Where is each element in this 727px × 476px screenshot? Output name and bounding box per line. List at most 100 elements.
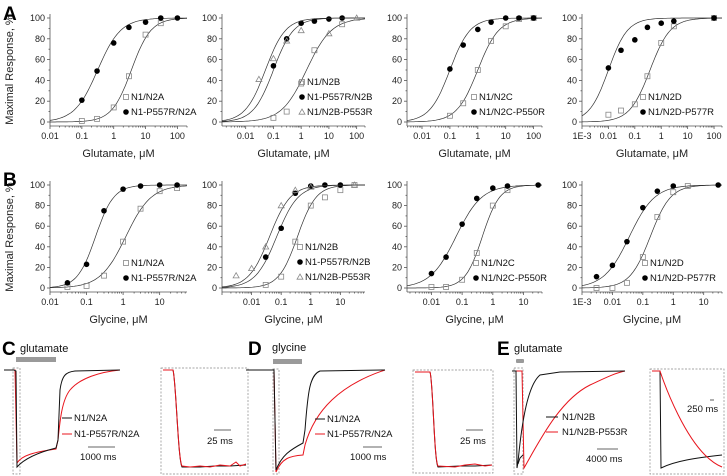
data-point bbox=[460, 100, 467, 107]
fit-curve bbox=[581, 17, 722, 117]
y-tick-label: 40 bbox=[567, 242, 577, 252]
data-point bbox=[654, 214, 661, 220]
data-point bbox=[126, 24, 132, 31]
y-tick-label: 40 bbox=[392, 75, 402, 85]
data-point bbox=[339, 21, 346, 28]
wildtype-trace bbox=[246, 369, 386, 471]
dose-response-chart: 0 20 40 60 80 100 0.01 0.1 1 10 100 Glutamate, μM N1… bbox=[387, 13, 545, 160]
legend-label: N1/N2B-P553R bbox=[305, 272, 371, 283]
x-tick-label: 100 bbox=[349, 131, 364, 141]
y-tick-label: 60 bbox=[567, 55, 577, 65]
data-point bbox=[446, 112, 453, 119]
y-tick-label: 20 bbox=[392, 262, 402, 272]
data-point bbox=[644, 24, 651, 31]
y-tick-label: 20 bbox=[35, 262, 45, 272]
panel-letter-c: C bbox=[2, 339, 16, 360]
fit-curve bbox=[582, 184, 722, 289]
panel-letter-b: B bbox=[3, 170, 17, 191]
legend-label: N1-P557R/N2A bbox=[131, 273, 197, 284]
x-tick-label: 10 bbox=[335, 297, 345, 307]
data-point bbox=[262, 282, 269, 288]
data-point bbox=[126, 73, 132, 80]
legend-marker bbox=[296, 273, 304, 280]
data-point bbox=[269, 54, 278, 62]
y-axis-label-b: Maximal Response, % bbox=[4, 182, 16, 292]
legend-label: N1/N2D-P577R bbox=[650, 273, 716, 284]
data-point bbox=[174, 15, 181, 21]
data-point bbox=[535, 182, 541, 188]
data-point bbox=[298, 20, 304, 27]
wildtype-trace bbox=[4, 369, 121, 469]
data-point bbox=[640, 204, 646, 211]
x-tick-label: 100 bbox=[526, 131, 541, 141]
mutant-trace bbox=[246, 369, 386, 473]
panel-letter-e: E bbox=[497, 339, 510, 360]
data-point bbox=[101, 272, 107, 279]
scale-bar-label: 1000 ms bbox=[80, 452, 117, 463]
legend-label: N1/N2B bbox=[307, 77, 340, 88]
data-point bbox=[632, 37, 638, 43]
x-tick-label: 1 bbox=[659, 131, 664, 141]
legend-marker bbox=[297, 259, 303, 265]
data-point bbox=[101, 207, 107, 214]
dose-response-chart: 0 20 40 60 80 100 0.01 0.1 1 10 Glycine, μM N1/N2B N… bbox=[202, 180, 371, 326]
data-point bbox=[278, 273, 285, 280]
y-tick-label: 80 bbox=[35, 34, 45, 44]
legend-label: N1/N2C bbox=[481, 258, 515, 269]
inset-box bbox=[160, 367, 249, 475]
data-point bbox=[262, 242, 270, 250]
fit-curve bbox=[50, 18, 187, 123]
data-point bbox=[311, 18, 318, 24]
data-point bbox=[292, 238, 299, 245]
legend-marker bbox=[298, 108, 306, 115]
x-axis-label: Glycine, μM bbox=[264, 314, 322, 326]
legend-label: N1/N2A bbox=[74, 413, 108, 424]
x-tick-label: 0.01 bbox=[41, 297, 59, 307]
fit-curve bbox=[50, 185, 188, 289]
y-tick-label: 60 bbox=[35, 55, 45, 65]
y-tick-label: 80 bbox=[35, 201, 45, 211]
data-point bbox=[307, 202, 314, 209]
data-point bbox=[110, 40, 117, 46]
legend-marker bbox=[640, 109, 646, 115]
data-point bbox=[624, 238, 630, 245]
data-point bbox=[593, 285, 600, 291]
y-tick-label: 60 bbox=[392, 55, 402, 65]
y-tick-label: 20 bbox=[567, 262, 577, 272]
data-point bbox=[311, 47, 318, 54]
inset-mutant-trace bbox=[652, 370, 723, 468]
data-point bbox=[120, 238, 127, 245]
data-point bbox=[277, 201, 285, 209]
y-tick-label: 40 bbox=[35, 242, 45, 252]
data-point bbox=[137, 183, 144, 189]
data-point bbox=[670, 189, 677, 196]
y-tick-label: 60 bbox=[35, 221, 45, 231]
y-tick-label: 80 bbox=[207, 201, 217, 211]
data-point bbox=[78, 118, 85, 124]
dose-response-chart: 0 20 40 60 80 100 0.01 0.1 1 10 100 Glutamate, μM N1… bbox=[202, 13, 373, 160]
x-tick-label: 0.1 bbox=[456, 297, 469, 307]
y-tick-label: 80 bbox=[207, 34, 217, 44]
dose-response-chart: 0 20 40 60 80 100 1E-3 0.01 0.1 1 10 100 Glutamate, … bbox=[562, 13, 723, 160]
data-point bbox=[232, 271, 240, 279]
data-point bbox=[94, 68, 100, 74]
scale-bar-label: 4000 ms bbox=[586, 454, 623, 465]
x-tick-label: 10 bbox=[501, 131, 511, 141]
legend-marker bbox=[640, 94, 646, 100]
x-tick-label: 0.1 bbox=[444, 131, 457, 141]
data-point bbox=[120, 186, 126, 192]
application-bar bbox=[273, 359, 302, 364]
dose-response-chart: 0 20 40 60 80 100 0.01 0.1 1 10 Glycine, μM N1/N2C N… bbox=[387, 180, 547, 326]
inset-scale-bar-label: 25 ms bbox=[460, 436, 486, 447]
legend-marker bbox=[471, 109, 477, 115]
y-tick-label: 80 bbox=[567, 201, 577, 211]
x-tick-label: 1 bbox=[475, 131, 480, 141]
x-tick-label: 1E-3 bbox=[572, 297, 591, 307]
fit-curve bbox=[406, 184, 542, 287]
y-tick-label: 0 bbox=[572, 117, 577, 127]
legend-marker bbox=[473, 275, 479, 281]
x-tick-label: 10 bbox=[324, 131, 334, 141]
data-point bbox=[64, 280, 71, 286]
panel-letter-d: D bbox=[248, 339, 262, 360]
